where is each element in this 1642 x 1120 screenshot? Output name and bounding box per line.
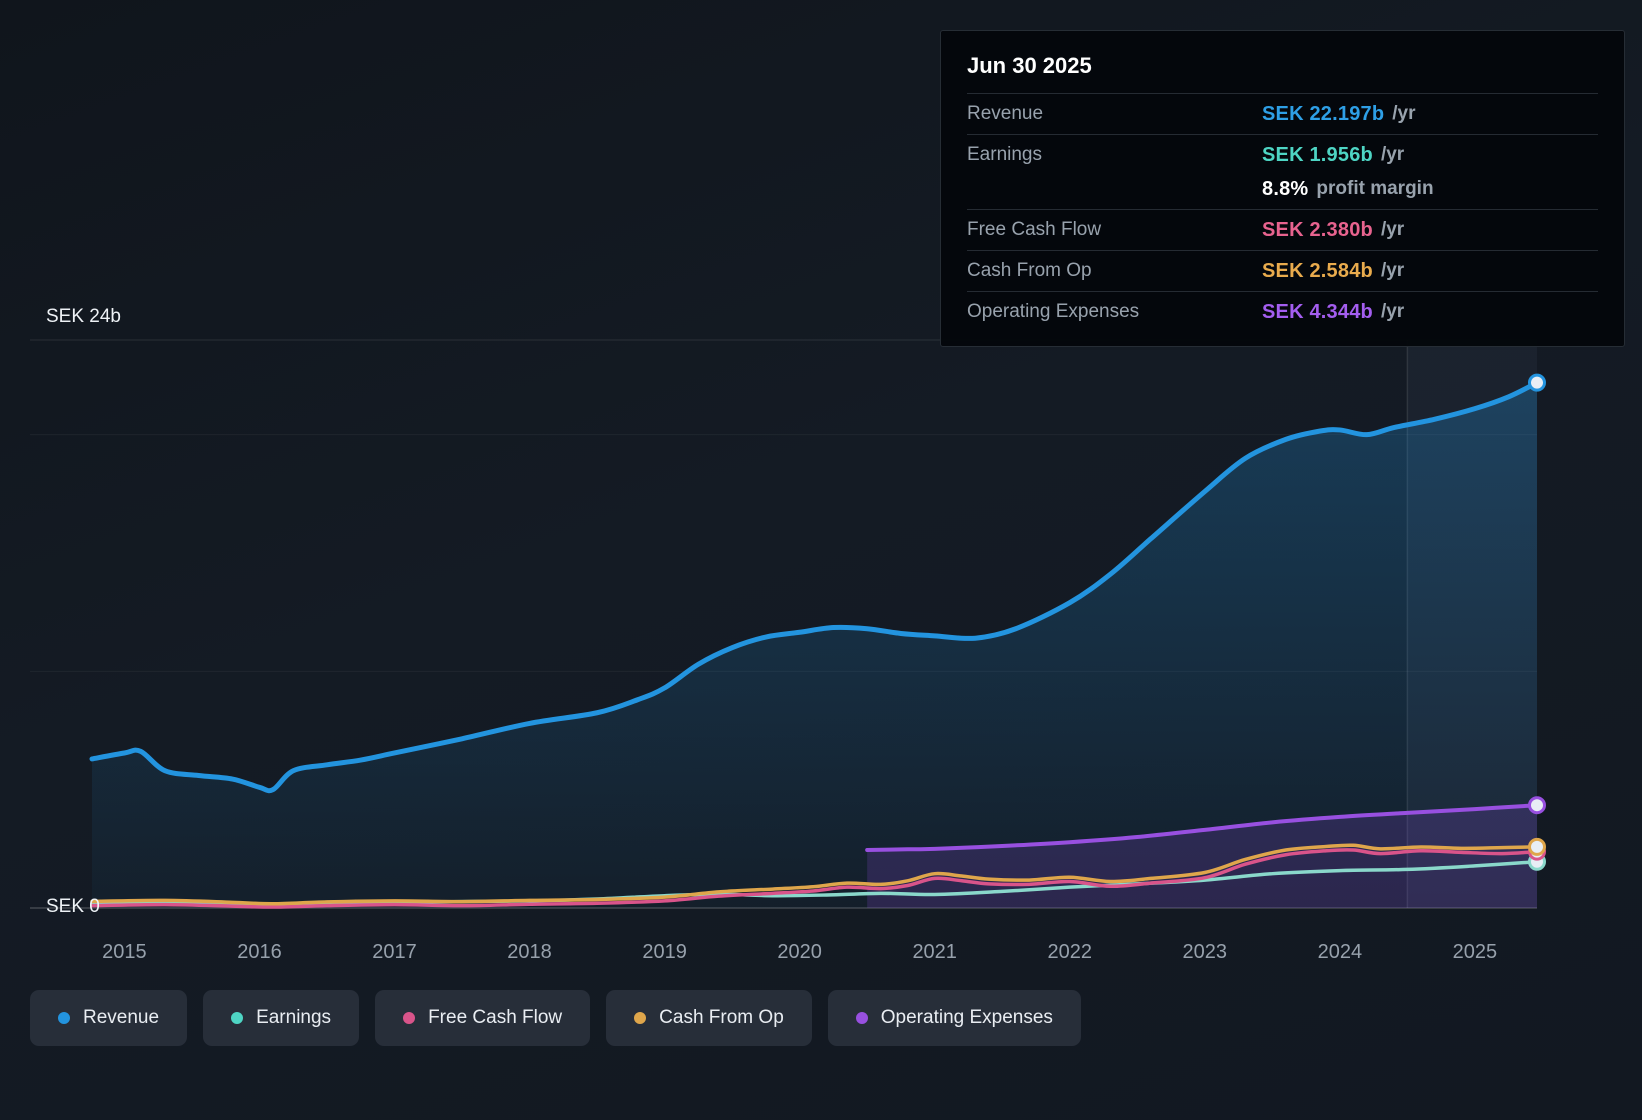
tooltip-date: Jun 30 2025: [967, 53, 1092, 78]
tooltip-row-operating-expenses: Operating Expenses SEK 4.344b/yr: [967, 291, 1598, 332]
chart-tooltip: Jun 30 2025 Revenue SEK 22.197b/yr Earning…: [940, 30, 1625, 347]
tooltip-row-suffix: /yr: [1380, 144, 1405, 165]
tooltip-row-suffix: /yr: [1380, 219, 1405, 240]
operating-expenses-endpoint-marker: [1528, 796, 1546, 815]
legend-pill-earnings[interactable]: Earnings: [203, 990, 360, 1046]
tooltip-row-suffix: profit margin: [1316, 178, 1434, 199]
tooltip-row-value: SEK 1.956b: [1262, 143, 1373, 166]
revenue-legend-dot: [58, 1012, 70, 1024]
chart-legend: Revenue Earnings Free Cash Flow Cash From O…: [30, 990, 1081, 1046]
tooltip-row-label: Free Cash Flow: [967, 219, 1102, 240]
revenue-endpoint-marker: [1528, 373, 1546, 392]
cash-from-op-legend-dot: [634, 1012, 647, 1024]
legend-pill-cash-from-op[interactable]: Cash From Op: [606, 990, 812, 1046]
x-tick-label: 2024: [1318, 941, 1363, 963]
operating-expenses-line: [865, 803, 1539, 853]
revenue-area: [92, 382, 1537, 908]
legend-label: Cash From Op: [659, 1007, 784, 1028]
earnings-line: [90, 859, 1539, 908]
tooltip-row-value: SEK 2.380b: [1262, 218, 1373, 241]
tooltip-row-revenue: Revenue SEK 22.197b/yr: [967, 93, 1598, 134]
x-tick-label: 2017: [372, 941, 417, 963]
tooltip-row-label: Cash From Op: [967, 260, 1092, 281]
tooltip-row-cash-from-op: Cash From Op SEK 2.584b/yr: [967, 250, 1598, 291]
operating-expenses-legend-dot: [855, 1012, 868, 1024]
revenue-line: [89, 380, 1540, 794]
tooltip-row-suffix: /yr: [1392, 103, 1416, 124]
y-axis-label-top: SEK 24b: [46, 306, 121, 327]
x-tick-label: 2022: [1047, 941, 1092, 963]
earnings-legend-dot: [231, 1012, 244, 1024]
legend-label: Earnings: [256, 1007, 332, 1028]
legend-pill-revenue[interactable]: Revenue: [30, 990, 188, 1046]
x-tick-label: 2016: [237, 941, 282, 963]
legend-label: Operating Expenses: [880, 1007, 1053, 1028]
x-tick-label: 2019: [642, 941, 687, 963]
tooltip-row-profit-margin: 8.8% profit margin: [967, 175, 1598, 209]
tooltip-row-label: Earnings: [967, 144, 1042, 165]
legend-pill-free-cash-flow[interactable]: Free Cash Flow: [375, 990, 591, 1046]
x-tick-label: 2025: [1453, 941, 1498, 963]
tooltip-row-earnings: Earnings SEK 1.956b/yr: [967, 134, 1598, 175]
x-tick-label: 2018: [507, 941, 552, 963]
tooltip-row-value: SEK 22.197b: [1262, 102, 1385, 125]
x-tick-label: 2015: [102, 941, 147, 963]
tooltip-row-value: SEK 4.344b: [1262, 300, 1373, 323]
x-tick-label: 2020: [777, 941, 822, 963]
tooltip-row-suffix: /yr: [1380, 260, 1405, 281]
x-tick-label: 2023: [1183, 941, 1228, 963]
legend-pill-operating-expenses[interactable]: Operating Expenses: [827, 990, 1081, 1046]
tooltip-rows: Revenue SEK 22.197b/yr Earnings SEK 1.956b /…: [967, 93, 1598, 332]
tooltip-row-suffix: /yr: [1380, 301, 1405, 322]
cash-from-op-line: [90, 843, 1539, 906]
free-cash-flow-legend-dot: [403, 1012, 416, 1024]
tooltip-row-free-cash-flow: Free Cash Flow SEK 2.380b/yr: [967, 209, 1598, 250]
tooltip-row-value: 8.8%: [1262, 177, 1309, 200]
tooltip-row-label: Operating Expenses: [967, 301, 1140, 322]
x-tick-label: 2021: [912, 941, 957, 963]
legend-label: Free Cash Flow: [428, 1007, 563, 1028]
tooltip-row-label: Revenue: [967, 103, 1044, 124]
tooltip-row-value: SEK 2.584b: [1262, 259, 1373, 282]
y-axis-label-bottom: SEK 0: [46, 896, 100, 917]
free-cash-flow-line: [90, 848, 1539, 909]
legend-label: Revenue: [83, 1007, 160, 1028]
cash-from-op-endpoint-marker: [1528, 837, 1546, 856]
